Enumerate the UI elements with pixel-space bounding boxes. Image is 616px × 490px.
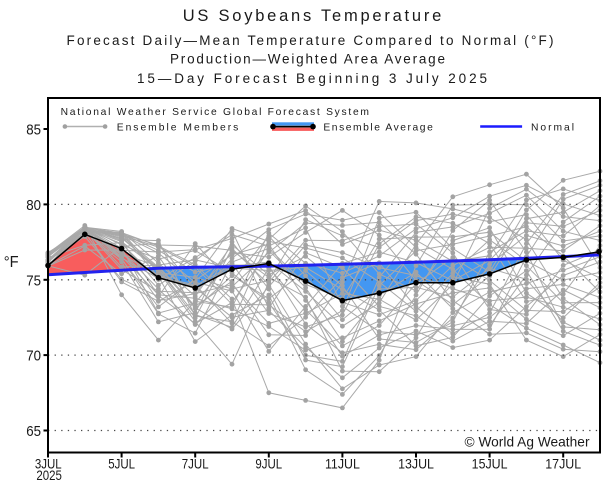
svg-text:9JUL: 9JUL — [255, 455, 282, 471]
svg-text:National Weather Service Globa: National Weather Service Global Forecast… — [61, 107, 369, 118]
svg-text:65: 65 — [26, 423, 41, 440]
svg-text:°F: °F — [4, 254, 19, 272]
svg-text:15—Day Forecast Beginning 3 Ju: 15—Day Forecast Beginning 3 July 2025 — [137, 71, 487, 86]
svg-text:3JUL: 3JUL — [35, 455, 62, 471]
svg-text:85: 85 — [26, 122, 41, 139]
svg-text:Ensemble Average: Ensemble Average — [323, 123, 433, 134]
svg-text:13JUL: 13JUL — [398, 456, 434, 472]
svg-text:11JUL: 11JUL — [325, 456, 360, 472]
svg-text:80: 80 — [26, 197, 41, 214]
svg-text:75: 75 — [26, 273, 41, 290]
svg-text:2025: 2025 — [36, 467, 62, 483]
svg-text:7JUL: 7JUL — [182, 455, 209, 471]
svg-text:5JUL: 5JUL — [108, 455, 135, 471]
svg-text:70: 70 — [26, 348, 41, 365]
svg-text:Normal: Normal — [531, 123, 574, 134]
svg-text:17JUL: 17JUL — [545, 456, 581, 472]
svg-text:15JUL: 15JUL — [472, 456, 508, 472]
svg-text:Forecast Daily—Mean Temperatur: Forecast Daily—Mean Temperature Compared… — [67, 33, 554, 48]
svg-text:Production—Weighted Area Avera: Production—Weighted Area Average — [170, 52, 445, 67]
svg-text:© World Ag Weather: © World Ag Weather — [465, 434, 590, 449]
